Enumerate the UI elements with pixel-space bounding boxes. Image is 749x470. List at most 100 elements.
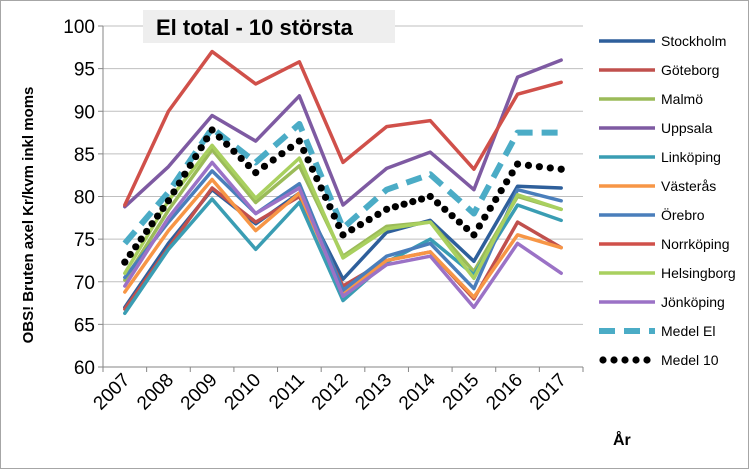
series-dot-medel-10 [215, 133, 223, 141]
legend-label-medel-el: Medel El [661, 323, 715, 339]
series-dot-medel-10 [121, 258, 129, 266]
series-dot-medel-10 [278, 150, 286, 158]
legend-label-medel-10: Medel 10 [661, 352, 719, 368]
series-dot-medel-10 [470, 231, 478, 239]
y-tick-label: 100 [63, 17, 95, 38]
legend-label-västerås: Västerås [661, 178, 716, 194]
y-axis-label: OBS! Bruten axel Kr/kvm inkl moms [20, 87, 37, 344]
series-dot-medel-10 [383, 205, 391, 213]
series-dot-medel-10 [148, 220, 156, 228]
series-dot-medel-10 [492, 195, 500, 204]
y-tick-label: 70 [74, 273, 95, 294]
x-tick-label: 2014 [395, 369, 440, 414]
series-dot-medel-10 [181, 170, 189, 178]
x-tick-label: 2007 [90, 370, 135, 415]
series-line-norrköping [123, 49, 563, 207]
legend: Stockholm Göteborg Malmö Uppsala Linköping Vä… [599, 33, 736, 368]
legend-label-stockholm: Stockholm [661, 33, 726, 49]
x-tick-label: 2012 [308, 370, 353, 415]
x-tick-label: 2008 [133, 370, 178, 415]
series-lines [121, 49, 565, 316]
legend-label-norrköping: Norrköping [661, 236, 729, 252]
legend-label-linköping: Linköping [661, 149, 721, 165]
y-tick-label: 90 [74, 102, 95, 123]
series-dot-medel-10 [475, 222, 483, 230]
series-dot-medel-10 [269, 156, 277, 164]
series-dot-medel-10 [508, 169, 516, 177]
series-dot-medel-10 [164, 197, 173, 205]
series-dot-medel-10 [137, 235, 145, 243]
series-dot-medel-10 [186, 161, 194, 169]
y-axis: 60 65 70 75 80 85 90 95 100 [63, 17, 104, 379]
x-tick-label: 2017 [526, 370, 571, 415]
series-dot-medel-10 [304, 156, 312, 164]
series-dot-medel-10 [230, 147, 238, 155]
series-dot-medel-10 [159, 204, 167, 213]
x-tick-label: 2009 [177, 370, 222, 415]
y-tick-label: 75 [74, 230, 95, 251]
series-dot-medel-10 [175, 179, 183, 187]
legend-swatch-medel-10 [621, 356, 629, 364]
legend-label-helsingborg: Helsingborg [661, 265, 736, 281]
series-dot-medel-10 [513, 160, 522, 168]
series-dot-medel-10 [192, 152, 200, 161]
legend-swatch-medel-10 [632, 356, 640, 364]
series-dot-medel-10 [203, 135, 211, 143]
chart-title: El total - 10 största [156, 15, 354, 40]
series-dot-medel-10 [400, 200, 408, 208]
series-dot-medel-10 [535, 163, 543, 171]
series-dot-medel-10 [417, 195, 426, 203]
series-dot-medel-10 [426, 192, 434, 201]
series-dot-medel-10 [546, 164, 554, 172]
series-dot-medel-10 [260, 162, 269, 170]
legend-swatch-medel-10 [599, 356, 607, 364]
series-dot-medel-10 [126, 250, 134, 259]
series-dot-medel-10 [433, 199, 442, 207]
legend-label-malmö: Malmö [661, 91, 703, 107]
series-dot-medel-10 [481, 213, 489, 221]
series-line-uppsala [123, 58, 563, 209]
series-dot-medel-10 [223, 140, 231, 148]
y-tick-label: 60 [74, 358, 95, 379]
series-dot-medel-10 [252, 169, 260, 177]
series-dot-medel-10 [503, 178, 511, 186]
series-dot-medel-10 [374, 210, 382, 219]
x-tick-label: 2015 [439, 370, 484, 415]
series-dot-medel-10 [335, 221, 343, 230]
series-dot-medel-10 [197, 144, 205, 152]
series-dot-medel-10 [409, 198, 417, 206]
x-tick-label: 2013 [351, 370, 396, 415]
series-dot-medel-10 [486, 204, 494, 212]
y-tick-label: 65 [74, 315, 95, 336]
series-dot-medel-10 [348, 226, 356, 234]
series-dot-medel-10 [208, 126, 216, 134]
x-tick-label: 2011 [265, 370, 309, 414]
series-line-helsingborg [123, 143, 563, 281]
series-line-medel-el [122, 121, 562, 246]
legend-label-göteborg: Göteborg [661, 62, 719, 78]
legend-label-jönköping: Jönköping [661, 294, 725, 310]
title-background [143, 10, 395, 43]
series-dot-medel-10 [391, 203, 399, 211]
series-dot-medel-10 [308, 165, 317, 173]
legend-label-örebro: Örebro [661, 206, 705, 223]
series-dot-medel-10 [295, 137, 303, 145]
series-dot-medel-10 [365, 215, 373, 224]
legend-swatch-medel-10 [643, 356, 651, 364]
series-dot-medel-10 [441, 205, 449, 213]
x-axis-label: År [613, 430, 631, 449]
series-dot-medel-10 [237, 154, 245, 163]
y-tick-label: 80 [74, 188, 95, 209]
series-dot-medel-10 [300, 146, 308, 155]
series-dot-medel-10 [317, 184, 325, 192]
y-tick-label: 95 [74, 60, 95, 81]
series-dot-medel-10 [153, 212, 162, 220]
series-dot-medel-10 [132, 243, 140, 251]
series-dot-medel-10 [356, 221, 365, 229]
series-dot-medel-10 [463, 224, 471, 233]
legend-swatch-medel-10 [610, 356, 618, 364]
series-dot-medel-10 [524, 161, 533, 169]
y-tick-label: 85 [74, 145, 95, 166]
